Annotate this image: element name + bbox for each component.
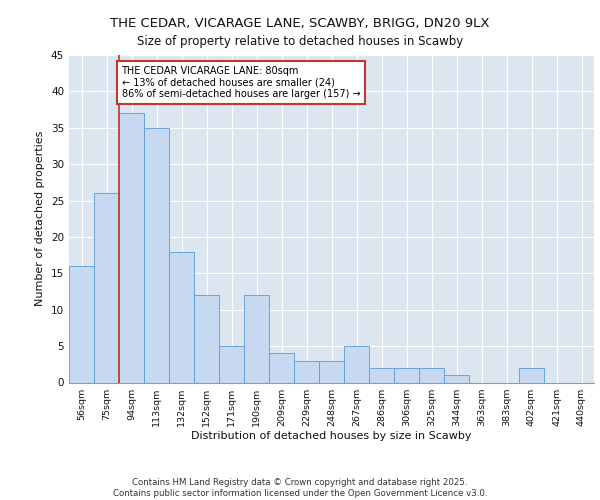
Bar [144, 128, 169, 382]
Bar [269, 354, 294, 382]
Bar [94, 194, 119, 382]
Bar [419, 368, 444, 382]
Text: THE CEDAR, VICARAGE LANE, SCAWBY, BRIGG, DN20 9LX: THE CEDAR, VICARAGE LANE, SCAWBY, BRIGG,… [110, 18, 490, 30]
Bar [344, 346, 369, 383]
Bar [319, 360, 344, 382]
Bar [369, 368, 394, 382]
Bar [194, 295, 219, 382]
Bar [169, 252, 194, 382]
X-axis label: Distribution of detached houses by size in Scawby: Distribution of detached houses by size … [191, 432, 472, 442]
Bar [294, 360, 319, 382]
Y-axis label: Number of detached properties: Number of detached properties [35, 131, 46, 306]
Text: Size of property relative to detached houses in Scawby: Size of property relative to detached ho… [137, 35, 463, 48]
Text: Contains HM Land Registry data © Crown copyright and database right 2025.
Contai: Contains HM Land Registry data © Crown c… [113, 478, 487, 498]
Bar [444, 375, 469, 382]
Bar [394, 368, 419, 382]
Bar [69, 266, 94, 382]
Text: THE CEDAR VICARAGE LANE: 80sqm
← 13% of detached houses are smaller (24)
86% of : THE CEDAR VICARAGE LANE: 80sqm ← 13% of … [121, 66, 360, 99]
Bar [519, 368, 544, 382]
Bar [119, 113, 144, 382]
Bar [219, 346, 244, 383]
Bar [244, 295, 269, 382]
